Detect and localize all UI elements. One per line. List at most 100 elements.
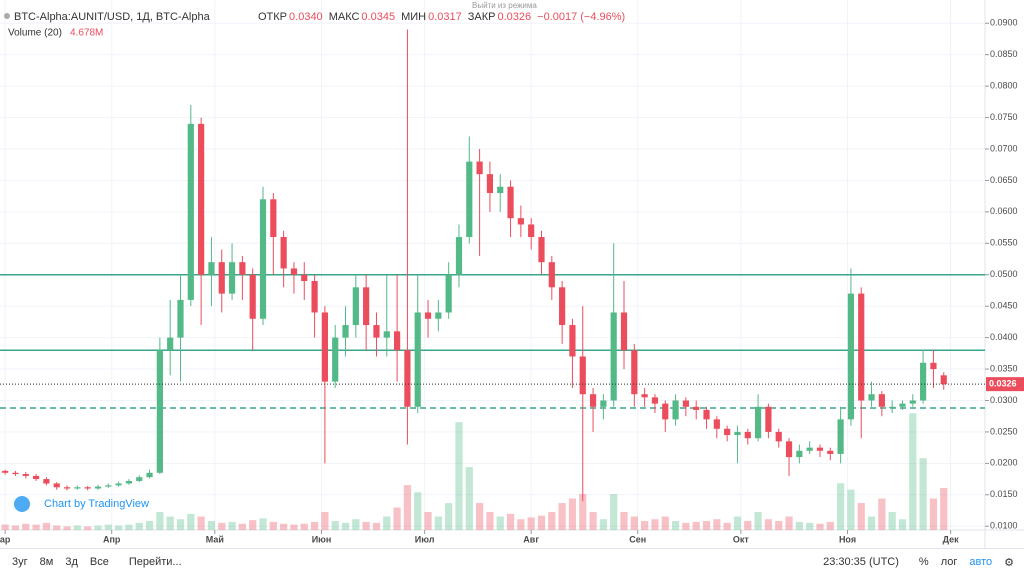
settings-button[interactable]: ⚙: [1004, 556, 1014, 569]
volume-bar: [414, 492, 422, 530]
candle-body: [12, 472, 19, 475]
volume-bar: [475, 503, 484, 530]
y-tick-label: 0.0800: [990, 81, 1018, 91]
candle-body: [765, 406, 772, 432]
volume-bar: [764, 519, 773, 530]
candle-body: [259, 199, 267, 319]
goto-button[interactable]: Перейти...: [128, 556, 182, 568]
candle-body: [703, 409, 710, 420]
candle-body: [404, 350, 411, 407]
watermark: Chart by TradingView: [44, 498, 149, 510]
clock: 23:30:35 (UTC): [823, 556, 899, 568]
volume-bar: [733, 516, 742, 530]
volume-bar: [465, 467, 473, 530]
volume-bar: [280, 523, 288, 530]
volume-bar: [744, 521, 752, 530]
volume-bar: [383, 516, 391, 530]
candle-body: [940, 375, 947, 385]
y-tick-label: 0.0200: [990, 458, 1018, 468]
candle-body: [33, 475, 40, 480]
candle-body: [22, 474, 29, 476]
log-button[interactable]: лог: [940, 556, 958, 568]
volume-bar: [558, 503, 566, 530]
candle-body: [125, 480, 133, 484]
candle-body: [847, 293, 855, 420]
volume-bar: [506, 513, 515, 530]
candle-body: [208, 262, 215, 275]
ohlc-value: 0.0340: [289, 11, 323, 23]
auto-button[interactable]: авто: [969, 556, 993, 568]
candle-body: [920, 362, 927, 401]
y-tick-label: 0.0400: [990, 332, 1018, 342]
candle-body: [146, 472, 153, 478]
volume-bar: [610, 494, 618, 530]
y-tick-label: 0.0350: [990, 363, 1018, 373]
volume-bar: [125, 524, 133, 530]
candle-body: [631, 350, 638, 395]
volume-bar: [362, 521, 370, 530]
candle-body: [156, 350, 163, 473]
candle-body: [713, 419, 720, 429]
range-button[interactable]: 3уг: [12, 556, 28, 568]
volume-bar: [867, 516, 876, 530]
candle-body: [105, 485, 112, 487]
y-tick-label: 0.0550: [990, 238, 1018, 248]
volume-bar: [331, 521, 339, 530]
volume-bar: [11, 525, 20, 530]
y-tick-label: 0.0250: [990, 426, 1018, 436]
volume-bar: [42, 522, 51, 530]
candle-body: [806, 447, 813, 451]
candle-body: [455, 237, 463, 275]
candle-body: [724, 428, 731, 436]
candle-body: [744, 431, 751, 439]
range-button[interactable]: Все: [89, 556, 109, 568]
volume-bar: [548, 512, 556, 530]
candle-body: [394, 331, 401, 351]
candle-body: [796, 450, 803, 458]
y-tick-label: 0.0500: [990, 269, 1018, 279]
candle-body: [682, 400, 689, 407]
volume-bar: [671, 521, 680, 530]
volume-bar: [651, 519, 659, 530]
candle-body: [486, 174, 494, 194]
x-tick-label: ар: [0, 534, 11, 544]
volume-bar: [496, 516, 504, 530]
y-tick-label: 0.0100: [990, 521, 1018, 531]
volume-bar: [156, 512, 164, 530]
candle-body: [579, 356, 586, 395]
volume-bar: [878, 498, 886, 530]
volume-bar: [187, 513, 195, 530]
x-tick-label: Май: [206, 534, 224, 544]
volume-bar: [589, 512, 597, 530]
volume-bar: [527, 517, 535, 530]
volume-bar: [857, 503, 865, 530]
candle-body: [868, 394, 875, 401]
volume-bar: [630, 516, 638, 530]
candle-body: [187, 123, 194, 300]
volume-bar: [620, 512, 628, 530]
candle-body: [435, 312, 442, 319]
candle-body: [538, 237, 545, 263]
candle-body: [74, 487, 81, 489]
volume-bar: [32, 524, 40, 530]
candle-body: [620, 312, 628, 351]
toolbar: 3уг 8м 3д Все Перейти... 23:30:35 (UTC) …: [0, 548, 1024, 575]
x-tick-label: Апр: [103, 534, 121, 544]
volume-bar: [104, 524, 112, 530]
volume-bar: [135, 522, 143, 530]
candle-body: [559, 287, 566, 326]
range-button[interactable]: 8м: [39, 556, 54, 568]
volume-bar: [682, 522, 690, 530]
range-button[interactable]: 3д: [65, 556, 78, 568]
volume-bar: [403, 485, 412, 530]
candle-body: [198, 123, 205, 275]
candle-body: [301, 274, 308, 282]
x-tick-label: Авг: [523, 534, 539, 544]
candle-body: [363, 287, 370, 326]
volume-bar: [84, 526, 92, 530]
status-dot: [4, 13, 10, 19]
y-tick-label: 0.0700: [990, 143, 1018, 153]
candle-body: [373, 325, 380, 338]
percent-button[interactable]: %: [918, 556, 929, 568]
candle-body: [280, 237, 287, 269]
